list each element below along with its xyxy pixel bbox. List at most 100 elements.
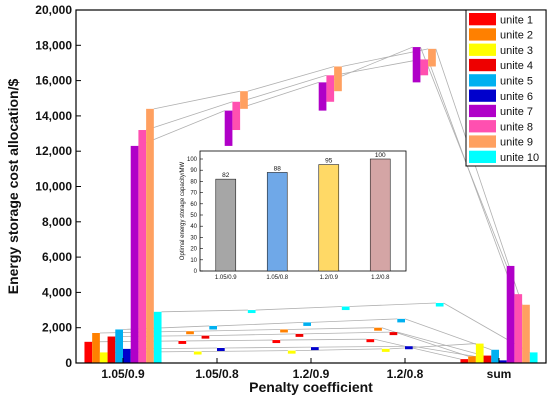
bar-unite-1-4: [460, 359, 469, 363]
inset-bar-value: 82: [222, 172, 230, 179]
connector-line: [161, 309, 248, 313]
bar-unite-2-4: [468, 356, 476, 363]
inset-x-tick-label: 1.2/0.9: [320, 275, 339, 281]
bar-unite-4-2: [295, 333, 304, 337]
bar-unite-8-1: [232, 101, 241, 131]
inset-y-tick-label: 30: [190, 235, 197, 241]
legend-swatch: [469, 89, 496, 102]
legend-label: unite 4: [500, 60, 533, 72]
bar-unite-3-2: [287, 350, 296, 354]
bar-unite-5-3: [397, 318, 405, 323]
inset-y-tick-label: 80: [190, 179, 197, 185]
bar-unite-7-0: [130, 145, 139, 363]
connector-line: [287, 327, 375, 330]
bar-unite-8-2: [326, 75, 335, 102]
y-tick-label: 16,000: [35, 74, 72, 88]
bar-unite-6-0: [123, 348, 131, 363]
bar-unite-2-3: [374, 327, 382, 331]
legend-swatch: [469, 28, 496, 41]
y-axis-title: Energy storage cost allocation/$: [5, 79, 21, 295]
legend-label: unite 10: [500, 152, 539, 164]
inset-y-tick-label: 0: [194, 269, 198, 275]
inset-y-tick-label: 70: [190, 191, 197, 197]
bar-unite-6-2: [311, 347, 319, 351]
y-tick-label: 4,000: [42, 285, 72, 299]
y-tick-label: 8,000: [42, 215, 72, 229]
bar-unite-4-0: [107, 336, 116, 363]
bar-unite-1-0: [84, 341, 93, 363]
bar-unite-2-0: [92, 332, 100, 363]
legend-swatch: [469, 74, 496, 87]
y-tick-label: 6,000: [42, 250, 72, 264]
inset-y-tick-label: 40: [190, 224, 197, 230]
connector-line: [310, 318, 398, 323]
bar-unite-4-1: [201, 335, 210, 339]
inset-x-tick-label: 1.05/0.9: [215, 275, 237, 281]
x-tick-label: 1.2/0.9: [293, 367, 330, 381]
connector-line: [209, 333, 296, 337]
bar-unite-3-4: [475, 343, 484, 363]
bar-unite-7-1: [224, 110, 233, 146]
bar-unite-10-3: [435, 302, 444, 307]
legend-label: unite 9: [500, 137, 533, 149]
bar-unite-7-2: [318, 82, 327, 111]
bar-unite-6-1: [217, 347, 225, 351]
inset-bar-2: [318, 164, 340, 272]
inset-y-tick-label: 90: [190, 168, 197, 174]
legend-swatch: [469, 104, 496, 118]
bar-unite-1-2: [272, 340, 281, 344]
bar-unite-6-3: [405, 346, 413, 350]
inset-y-tick-label: 100: [187, 157, 198, 163]
bar-unite-9-2: [334, 66, 342, 92]
bar-unite-9-0: [146, 108, 154, 363]
y-tick-label: 10,000: [35, 180, 72, 194]
connector-line: [295, 348, 382, 352]
bar-unite-4-3: [389, 332, 398, 336]
bar-unite-5-2: [303, 322, 311, 326]
bar-unite-2-1: [186, 331, 194, 335]
connector-line: [397, 331, 484, 356]
bar-unite-5-4: [491, 349, 499, 363]
bar-unite-6-4: [499, 360, 507, 363]
inset-y-tick-label: 20: [190, 247, 197, 253]
bar-unite-9-3: [428, 48, 436, 67]
legend-swatch: [469, 58, 496, 72]
connector-line: [186, 339, 273, 342]
y-tick-label: 14,000: [35, 109, 72, 123]
legend-swatch: [469, 135, 496, 148]
bar-unite-7-3: [412, 47, 421, 83]
y-tick-label: 18,000: [35, 38, 72, 52]
legend-label: unite 5: [500, 76, 533, 88]
legend-label: unite 1: [500, 14, 533, 26]
bar-unite-8-0: [138, 130, 147, 363]
bar-unite-8-4: [514, 294, 523, 363]
connector-line: [201, 350, 288, 352]
connector-line: [318, 345, 406, 348]
inset-bar-value: 88: [274, 165, 282, 172]
bar-unite-5-1: [209, 325, 217, 330]
bar-unite-5-0: [115, 329, 123, 363]
inset-background: [166, 148, 410, 284]
bar-unite-4-4: [483, 355, 492, 363]
connector-line: [153, 90, 241, 110]
legend-label: unite 6: [500, 91, 533, 103]
bar-unite-10-2: [341, 306, 350, 311]
bar-unite-10-0: [153, 311, 162, 363]
bar-unite-3-0: [99, 352, 108, 363]
inset-y-tick-label: 50: [190, 213, 197, 219]
legend-label: unite 2: [500, 30, 533, 42]
connector-line: [303, 331, 390, 335]
inset-y-tick-label: 10: [190, 258, 197, 264]
bar-unite-1-3: [366, 339, 375, 343]
x-tick-label: 1.05/0.9: [101, 367, 145, 381]
connector-line: [374, 338, 461, 360]
inset-bar-value: 95: [325, 158, 333, 165]
bars: [84, 47, 538, 363]
connector-line: [334, 59, 421, 76]
x-tick-label: sum: [487, 367, 512, 381]
connector-line: [389, 343, 476, 350]
legend-label: unite 8: [500, 121, 533, 133]
bar-unite-1-1: [178, 340, 187, 344]
legend-swatch: [469, 120, 496, 133]
